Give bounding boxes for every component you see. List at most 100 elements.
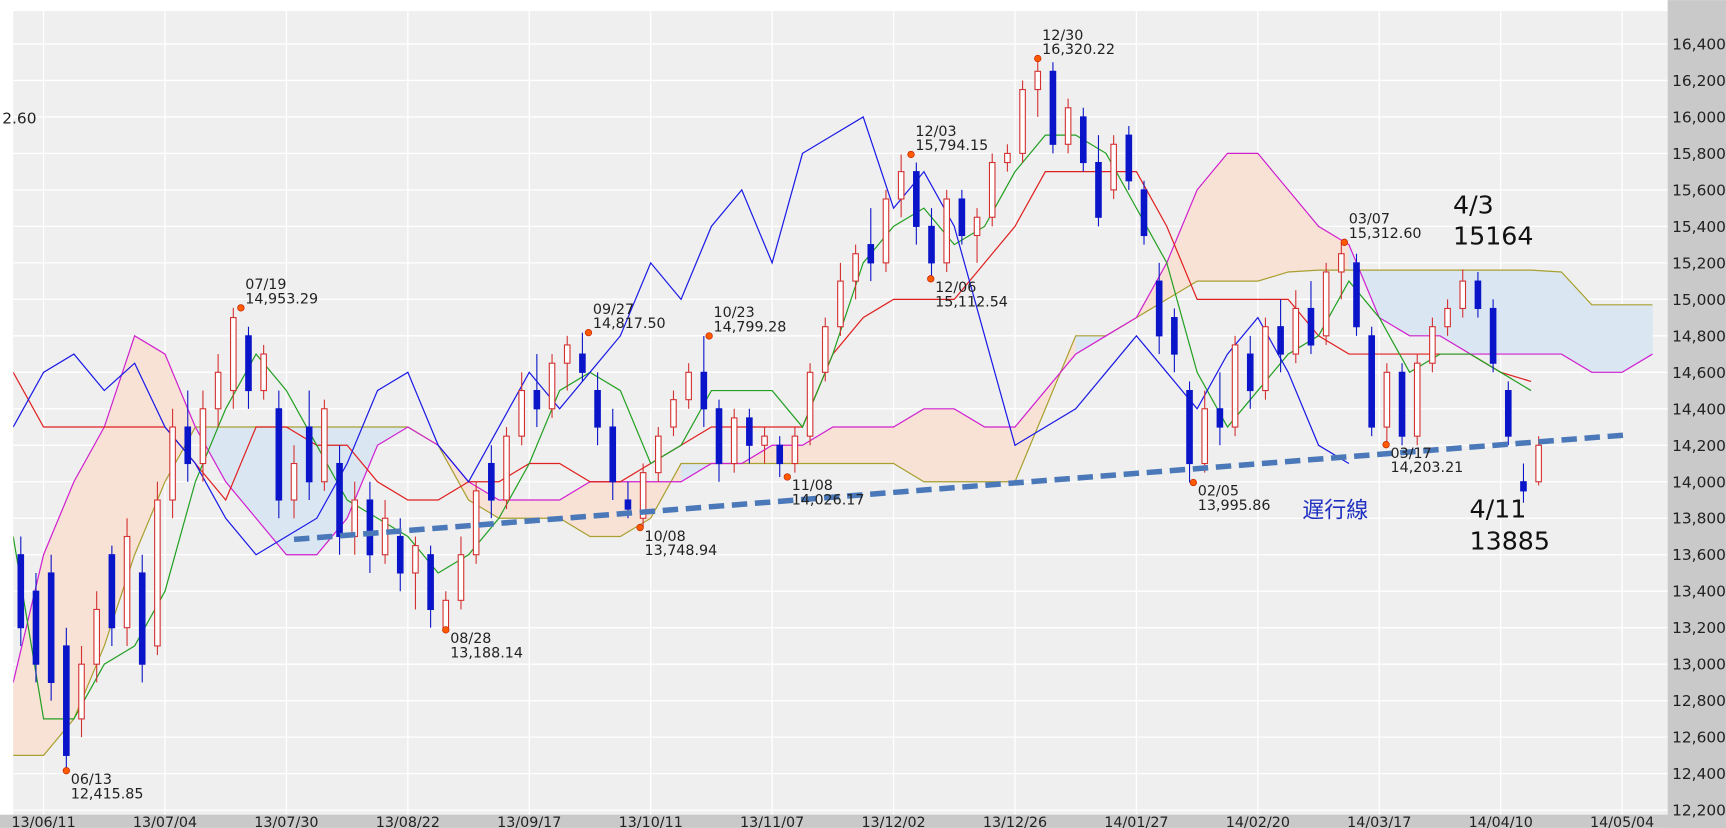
candle-body [958, 198, 966, 237]
candle-body [93, 608, 100, 665]
candle-body [1155, 280, 1163, 337]
candle-body [730, 417, 738, 465]
candle-body [1246, 353, 1254, 392]
candle-body [1171, 317, 1178, 355]
candle-body [442, 599, 450, 629]
annotation-value: 14,203.21 [1391, 460, 1464, 476]
candle-body [457, 554, 465, 601]
candle-body [366, 499, 374, 556]
cloud [1500, 269, 1532, 355]
annotation-value: 14,817.50 [593, 316, 666, 332]
annotation-date: 10/23 [714, 305, 755, 321]
cloud [529, 499, 560, 519]
candle-body [1079, 116, 1087, 164]
candle-body [563, 344, 571, 364]
y-tick-label: 16,200 [1672, 72, 1726, 90]
candle-body [1262, 326, 1269, 392]
cloud [1530, 269, 1562, 355]
plot [13, 54, 1653, 775]
candle-body [791, 435, 799, 465]
candle-body [184, 426, 192, 465]
y-tick-label: 16,000 [1672, 108, 1726, 126]
extreme-marker [1340, 238, 1348, 246]
extreme-marker [1189, 478, 1197, 487]
candle-body [579, 353, 586, 373]
annotation-value: 14,026.17 [792, 493, 865, 509]
candle-body [609, 426, 617, 483]
x-tick-label: 13/12/26 [983, 815, 1047, 828]
note: 15164 [1453, 221, 1533, 250]
y-tick-label: 15,000 [1672, 291, 1726, 309]
candle-body [1338, 253, 1345, 273]
candle-body [639, 472, 647, 519]
candle-body [1049, 70, 1057, 145]
annotation-value: 13,995.86 [1198, 498, 1271, 514]
cloud [832, 426, 864, 464]
candle-body [654, 435, 662, 474]
extreme-marker [442, 626, 450, 634]
candle-body [260, 353, 267, 392]
candle-body [548, 362, 556, 410]
note: 13885 [1470, 526, 1550, 555]
candle-body [1429, 326, 1436, 364]
candle-body [1277, 326, 1284, 355]
candle-body [1398, 371, 1406, 437]
candle-body [1368, 335, 1375, 428]
extreme-marker [584, 329, 593, 337]
annotation-date: 08/28 [450, 631, 491, 647]
candle-body [108, 554, 116, 629]
candle-body [518, 390, 525, 437]
y-tick-label: 12,200 [1672, 802, 1726, 820]
extreme-marker [907, 150, 915, 159]
cloud [1409, 269, 1441, 337]
candle-body [472, 490, 480, 556]
extreme-marker [1382, 441, 1390, 449]
y-tick-label: 13,600 [1672, 546, 1726, 564]
extreme-marker [783, 473, 791, 481]
candle-body [336, 462, 343, 538]
y-axis-strip [1667, 0, 1726, 828]
candle-body [806, 371, 814, 437]
candle-body [1292, 307, 1300, 355]
candle-body [973, 216, 981, 237]
x-tick-label: 14/02/20 [1226, 815, 1290, 828]
candle-body [1383, 371, 1391, 428]
extreme-marker [927, 275, 935, 283]
candle-body [47, 572, 55, 683]
candle-body [138, 572, 146, 665]
x-tick-label: 13/12/02 [861, 815, 925, 828]
annotation-value: 16,320.22 [1042, 42, 1115, 58]
y-tick-label: 15,600 [1672, 181, 1726, 199]
candle-body [1125, 134, 1133, 182]
annotation-value: 15,312.60 [1349, 226, 1422, 242]
candle-body [1095, 161, 1102, 218]
y-tick-label: 12,600 [1672, 729, 1726, 747]
candle-body [351, 499, 359, 538]
candle-body [988, 161, 996, 218]
y-tick-label: 13,800 [1672, 510, 1726, 528]
candle-body [685, 371, 692, 401]
candle-body [837, 280, 844, 328]
candle-body [321, 408, 328, 483]
candle-body [700, 371, 708, 410]
candle-body [1019, 89, 1026, 154]
candle-body [305, 426, 313, 483]
candle-body [1520, 481, 1527, 492]
annotation-value: 12,415.85 [71, 786, 144, 802]
annotation-value: 13,188.14 [450, 645, 523, 661]
candle-body [715, 408, 723, 465]
candle-body [1034, 70, 1042, 91]
candle-body [1459, 280, 1467, 310]
x-tick-label: 13/09/17 [497, 815, 561, 828]
annotation-value: 13,748.94 [644, 543, 717, 559]
cloud [1591, 304, 1623, 373]
y-tick-label: 14,200 [1672, 437, 1726, 455]
x-tick-label: 13/10/11 [619, 815, 683, 828]
candle-body [533, 390, 541, 410]
cloud [923, 408, 955, 483]
candle-body [1413, 362, 1421, 437]
extreme-marker [62, 767, 70, 775]
annotation-date: 12/03 [915, 124, 956, 140]
candle-body [1322, 271, 1330, 337]
